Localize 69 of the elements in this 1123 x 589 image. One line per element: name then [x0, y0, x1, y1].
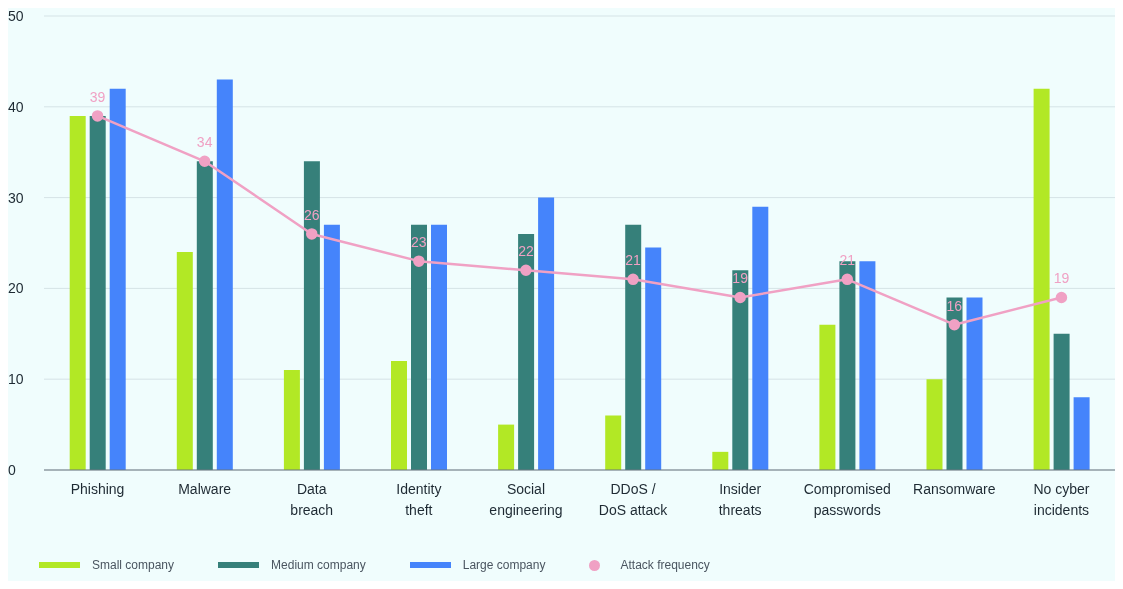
bar: [391, 361, 407, 470]
bar: [1033, 88, 1050, 470]
data-label: 19: [1053, 270, 1070, 287]
point: [413, 255, 425, 267]
bar: [645, 247, 662, 470]
x-tick-label: Identity theft: [396, 481, 442, 518]
point: [948, 318, 961, 331]
y-tick-label: 10: [8, 371, 24, 388]
bar: [926, 379, 943, 470]
bar: [69, 115, 86, 470]
x-tick-label: DDoS / DoS attack: [598, 481, 669, 518]
x-tick-label: Malware: [178, 481, 232, 497]
point: [627, 273, 639, 286]
data-label: 26: [303, 206, 320, 223]
bar: [498, 424, 515, 470]
point: [841, 273, 853, 286]
bar: [196, 161, 213, 470]
x-tick-label: Compromised passwords: [803, 481, 891, 518]
bar: [411, 224, 427, 470]
y-tick-label: 40: [8, 98, 24, 115]
y-tick-label: 30: [8, 189, 24, 206]
bar: [518, 233, 535, 470]
point: [520, 264, 532, 276]
bar: [538, 197, 555, 470]
point: [198, 155, 211, 168]
bar: [1073, 397, 1090, 470]
legend-label: Attack frequency: [620, 558, 710, 572]
bar: [431, 224, 447, 470]
y-tick-label: 50: [8, 7, 24, 24]
x-tick-label: Insider threats: [718, 481, 762, 518]
bar: [966, 297, 983, 470]
data-label: 21: [625, 252, 642, 269]
point: [91, 110, 104, 122]
data-label: 21: [839, 252, 856, 269]
bar: [752, 206, 769, 470]
data-label: 16: [946, 297, 963, 314]
x-tick-label: Phishing: [70, 481, 125, 497]
bar: [625, 224, 642, 470]
point: [734, 291, 746, 304]
legend-label: Large company: [462, 558, 546, 572]
bar: [605, 415, 622, 470]
data-label: 34: [196, 134, 213, 151]
x-tick-label: No cyber incidents: [1033, 481, 1090, 518]
data-label: 23: [411, 234, 427, 251]
legend-label: Medium company: [271, 558, 366, 572]
bar: [109, 88, 126, 470]
data-label: 39: [89, 88, 106, 105]
y-tick-label: 0: [8, 461, 16, 478]
bar: [946, 297, 963, 470]
bar: [819, 324, 836, 470]
bar: [176, 252, 193, 470]
x-tick-label: Social engineering: [489, 481, 563, 518]
bar: [1053, 333, 1070, 470]
y-tick-label: 20: [8, 280, 24, 297]
bar: [859, 261, 876, 470]
bar: [323, 224, 340, 470]
bar: [283, 370, 300, 470]
legend-label: Small company: [92, 558, 175, 572]
x-tick-label: Ransomware: [913, 481, 996, 497]
x-tick-label: Data breach: [290, 481, 334, 518]
point: [1055, 291, 1068, 304]
data-label: 19: [732, 270, 749, 287]
bar: [216, 79, 233, 470]
bar: [712, 451, 729, 470]
point: [306, 228, 318, 240]
bar: [732, 270, 749, 470]
data-label: 22: [518, 243, 534, 260]
bar: [303, 161, 320, 470]
bar: [89, 115, 106, 470]
